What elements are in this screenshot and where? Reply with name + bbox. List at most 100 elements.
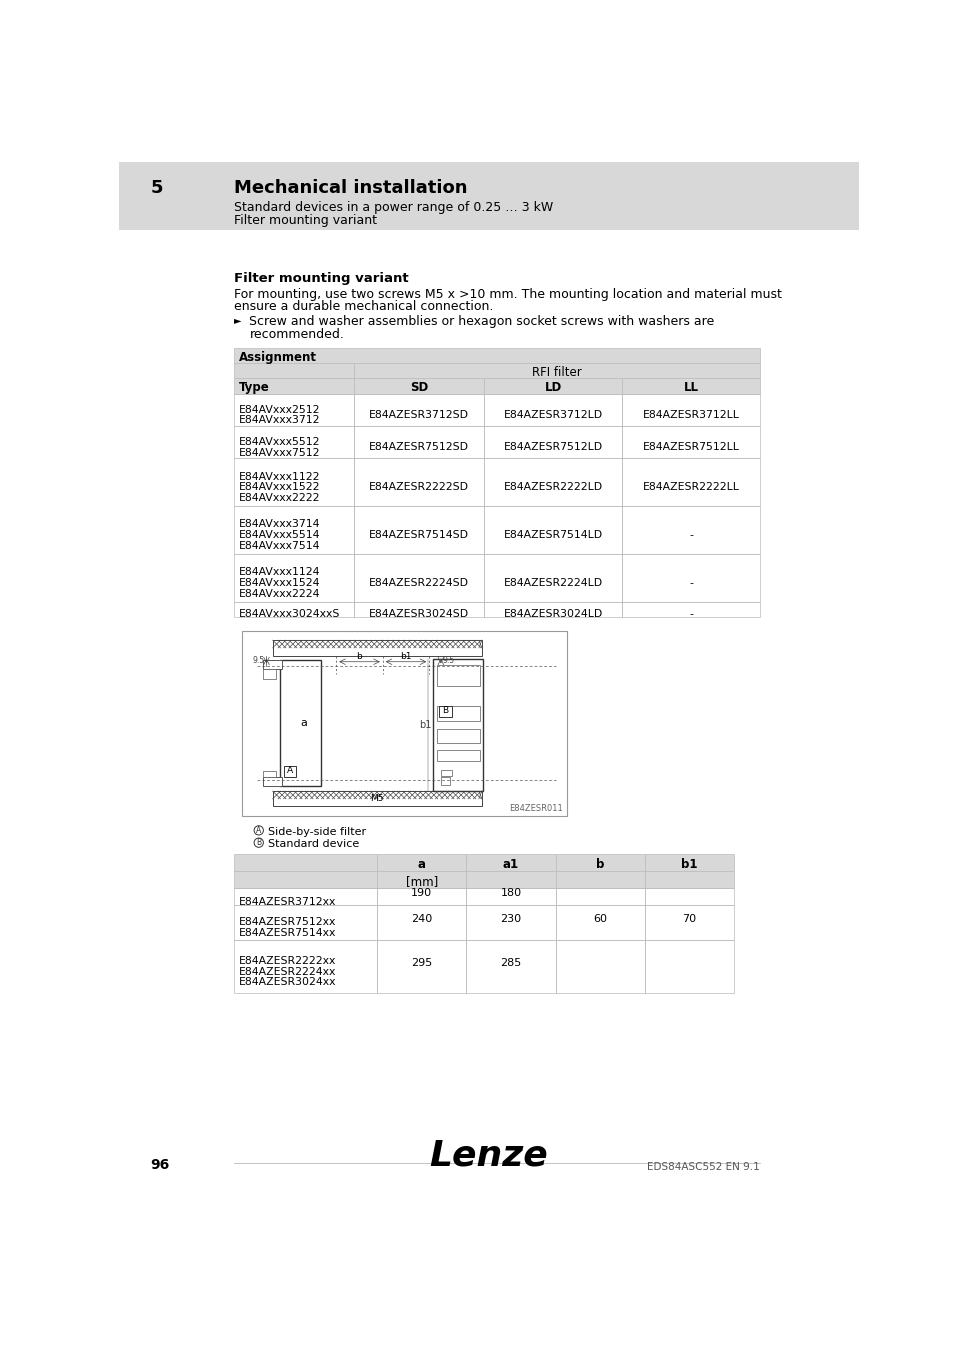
Text: 96: 96 bbox=[150, 1158, 170, 1172]
Bar bbox=[644, 855, 733, 871]
Bar bbox=[354, 459, 484, 506]
Text: 9.5: 9.5 bbox=[442, 656, 454, 666]
Text: a: a bbox=[300, 718, 307, 729]
Text: Filter mounting variant: Filter mounting variant bbox=[233, 273, 408, 285]
Bar bbox=[466, 871, 555, 888]
Text: E84AVxxx3712: E84AVxxx3712 bbox=[238, 416, 320, 425]
Text: A: A bbox=[287, 767, 293, 775]
Bar bbox=[263, 670, 275, 679]
Text: E84AZESR2224LD: E84AZESR2224LD bbox=[503, 578, 602, 587]
Bar bbox=[555, 871, 644, 888]
Bar bbox=[354, 602, 484, 617]
Text: E84AVxxx2222: E84AVxxx2222 bbox=[238, 493, 320, 504]
Text: E84AZESR2222SD: E84AZESR2222SD bbox=[369, 482, 469, 493]
Bar bbox=[283, 767, 295, 778]
Text: E84AZESR7512xx: E84AZESR7512xx bbox=[238, 918, 335, 927]
Text: -: - bbox=[688, 531, 693, 540]
Text: E84AVxxx1122: E84AVxxx1122 bbox=[238, 471, 320, 482]
Bar bbox=[484, 378, 621, 394]
Text: E84AZESR3024xx: E84AZESR3024xx bbox=[238, 977, 335, 987]
Text: Standard device: Standard device bbox=[268, 838, 359, 849]
Bar bbox=[233, 855, 377, 871]
Text: 5: 5 bbox=[150, 180, 163, 197]
Text: E84AVxxx5512: E84AVxxx5512 bbox=[238, 437, 320, 447]
Bar bbox=[233, 904, 377, 941]
Circle shape bbox=[253, 826, 263, 836]
Text: E84AZESR7514LD: E84AZESR7514LD bbox=[503, 531, 602, 540]
Text: E84AVxxx3714: E84AVxxx3714 bbox=[238, 520, 320, 529]
Bar bbox=[433, 659, 483, 791]
Text: E84AZESR2224SD: E84AZESR2224SD bbox=[369, 578, 469, 587]
Bar bbox=[241, 630, 567, 815]
Bar bbox=[621, 602, 760, 617]
Text: b1: b1 bbox=[400, 652, 412, 662]
Bar bbox=[439, 706, 452, 717]
Bar bbox=[436, 706, 479, 721]
Text: Side-by-side filter: Side-by-side filter bbox=[268, 826, 366, 837]
Text: E84AZESR3712LL: E84AZESR3712LL bbox=[642, 410, 739, 420]
Text: E84AZESR7512SD: E84AZESR7512SD bbox=[369, 443, 469, 452]
Text: 240: 240 bbox=[411, 914, 432, 923]
Text: E84AVxxx7514: E84AVxxx7514 bbox=[238, 541, 320, 551]
Text: E84AVxxx7512: E84AVxxx7512 bbox=[238, 448, 320, 458]
Text: recommended.: recommended. bbox=[249, 328, 344, 340]
Bar bbox=[621, 459, 760, 506]
Text: -: - bbox=[688, 609, 693, 620]
Bar bbox=[273, 791, 481, 806]
Bar bbox=[436, 751, 479, 761]
Text: b1: b1 bbox=[418, 721, 431, 730]
Bar bbox=[466, 904, 555, 941]
Text: RFI filter: RFI filter bbox=[532, 366, 581, 379]
Text: E84AZESR2222LL: E84AZESR2222LL bbox=[642, 482, 739, 493]
Text: For mounting, use two screws M5 x >10 mm. The mounting location and material mus: For mounting, use two screws M5 x >10 mm… bbox=[233, 288, 781, 301]
Bar bbox=[233, 394, 354, 427]
Text: E84AZESR2224xx: E84AZESR2224xx bbox=[238, 967, 335, 976]
Bar bbox=[621, 554, 760, 602]
Text: E84AVxxx2224: E84AVxxx2224 bbox=[238, 589, 320, 598]
Bar bbox=[466, 855, 555, 871]
Bar bbox=[233, 888, 377, 905]
Bar bbox=[555, 888, 644, 905]
Text: E84AZESR3712xx: E84AZESR3712xx bbox=[238, 896, 335, 907]
Text: 180: 180 bbox=[500, 888, 521, 898]
Text: Screw and washer assemblies or hexagon socket screws with washers are: Screw and washer assemblies or hexagon s… bbox=[249, 316, 714, 328]
Bar bbox=[484, 459, 621, 506]
Text: [mm]: [mm] bbox=[405, 875, 437, 888]
Text: Standard devices in a power range of 0.25 … 3 kW: Standard devices in a power range of 0.2… bbox=[233, 201, 553, 213]
Text: 9.5: 9.5 bbox=[253, 656, 265, 666]
Bar bbox=[263, 778, 282, 787]
Bar bbox=[233, 941, 377, 992]
Bar bbox=[273, 640, 481, 656]
Text: B: B bbox=[442, 706, 448, 716]
Text: LL: LL bbox=[683, 382, 698, 394]
Bar bbox=[354, 363, 760, 378]
Bar bbox=[621, 394, 760, 427]
Bar bbox=[354, 554, 484, 602]
Text: 285: 285 bbox=[500, 957, 521, 968]
Text: a: a bbox=[417, 859, 425, 871]
Text: E84AZESR7512LL: E84AZESR7512LL bbox=[642, 443, 739, 452]
Text: E84ZESR011: E84ZESR011 bbox=[508, 803, 562, 813]
Text: 295: 295 bbox=[411, 957, 432, 968]
Bar bbox=[466, 941, 555, 992]
Text: b1: b1 bbox=[680, 859, 697, 871]
Bar bbox=[377, 904, 466, 941]
Text: b: b bbox=[596, 859, 603, 871]
Bar bbox=[377, 941, 466, 992]
Bar bbox=[233, 602, 354, 617]
Text: E84AVxxx2512: E84AVxxx2512 bbox=[238, 405, 320, 414]
Text: LD: LD bbox=[544, 382, 561, 394]
Text: 190: 190 bbox=[411, 888, 432, 898]
Bar bbox=[354, 427, 484, 459]
Text: E84AVxxx1524: E84AVxxx1524 bbox=[238, 578, 320, 587]
Text: M5: M5 bbox=[370, 794, 384, 803]
Bar bbox=[263, 660, 282, 670]
Bar bbox=[233, 506, 354, 554]
Bar bbox=[484, 602, 621, 617]
Text: 70: 70 bbox=[681, 914, 696, 923]
Text: E84AZESR7512LD: E84AZESR7512LD bbox=[503, 443, 602, 452]
Bar bbox=[644, 888, 733, 905]
Text: A: A bbox=[255, 826, 261, 834]
Text: E84AZESR2222xx: E84AZESR2222xx bbox=[238, 956, 335, 965]
Text: E84AZESR2222LD: E84AZESR2222LD bbox=[503, 482, 602, 493]
